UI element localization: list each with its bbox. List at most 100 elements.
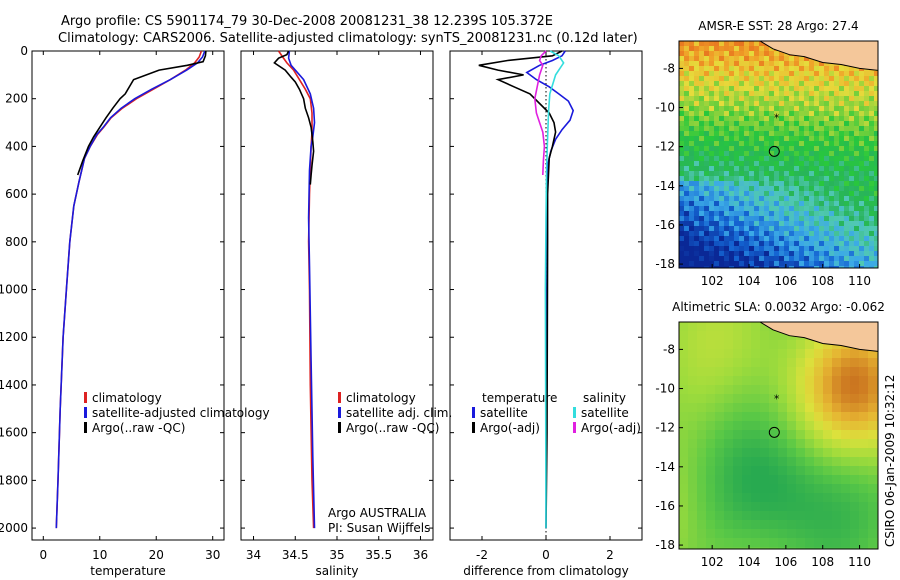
map-cell bbox=[814, 256, 820, 262]
map-cell bbox=[697, 403, 707, 413]
map-cell bbox=[679, 421, 689, 431]
map-cell bbox=[809, 211, 815, 217]
map-cell bbox=[774, 211, 780, 217]
map-cell bbox=[679, 101, 685, 107]
map-cell bbox=[804, 61, 810, 67]
map-cell bbox=[719, 76, 725, 82]
map-cell bbox=[769, 131, 775, 137]
map-cell bbox=[774, 266, 780, 268]
map-cell bbox=[814, 131, 820, 137]
map-cell bbox=[714, 261, 720, 267]
map-cell bbox=[874, 96, 878, 102]
map-cell bbox=[734, 256, 740, 262]
map-cell bbox=[764, 151, 770, 157]
map-cell bbox=[739, 91, 745, 97]
map-cell bbox=[769, 484, 779, 494]
map-cell bbox=[849, 251, 855, 257]
map-cell bbox=[864, 96, 870, 102]
map-cell bbox=[824, 206, 830, 212]
map-cell bbox=[719, 216, 725, 222]
map-cell bbox=[796, 439, 806, 449]
map-cell bbox=[809, 226, 815, 232]
map-cell bbox=[749, 246, 755, 252]
map-cell bbox=[694, 206, 700, 212]
map-cell bbox=[751, 484, 761, 494]
map-cell bbox=[699, 96, 705, 102]
map-cell bbox=[764, 141, 770, 147]
map-cell bbox=[832, 430, 842, 440]
map-cell bbox=[739, 161, 745, 167]
map-cell bbox=[864, 206, 870, 212]
map-cell bbox=[749, 186, 755, 192]
map-cell bbox=[769, 111, 775, 117]
map-cell bbox=[805, 466, 815, 476]
map-cell bbox=[729, 71, 735, 77]
map-cell bbox=[694, 166, 700, 172]
map-cell bbox=[809, 71, 815, 77]
map-cell bbox=[679, 403, 689, 413]
map-cell bbox=[684, 76, 690, 82]
map-cell bbox=[794, 131, 800, 137]
map-cell bbox=[764, 66, 770, 72]
map-cell bbox=[729, 121, 735, 127]
map-cell bbox=[869, 106, 875, 112]
map-cell bbox=[733, 547, 743, 549]
map-cell bbox=[789, 151, 795, 157]
map-cell bbox=[784, 231, 790, 237]
map-cell bbox=[724, 101, 730, 107]
x-axis-label: difference from climatology bbox=[463, 564, 629, 578]
map-cell bbox=[778, 421, 788, 431]
map-cell bbox=[694, 101, 700, 107]
map-cell bbox=[729, 126, 735, 132]
map-cell bbox=[684, 61, 690, 67]
map-y-tick-label: -16 bbox=[655, 218, 675, 232]
map-cell bbox=[841, 520, 851, 530]
map-cell bbox=[819, 266, 825, 268]
map-cell bbox=[697, 502, 707, 512]
map-cell bbox=[742, 547, 752, 549]
map-cell bbox=[679, 211, 685, 217]
map-cell bbox=[694, 41, 700, 47]
difference-legend-salinity-item-label: satellite bbox=[581, 406, 629, 420]
map-cell bbox=[684, 41, 690, 47]
map-cell bbox=[804, 171, 810, 177]
map-cell bbox=[779, 96, 785, 102]
map-cell bbox=[769, 251, 775, 257]
map-cell bbox=[760, 493, 770, 503]
map-cell bbox=[734, 241, 740, 247]
map-cell bbox=[679, 457, 689, 467]
map-cell bbox=[850, 367, 860, 377]
map-cell bbox=[709, 196, 715, 202]
map-cell bbox=[714, 231, 720, 237]
map-cell bbox=[749, 231, 755, 237]
map-y-tick-label: -14 bbox=[655, 460, 675, 474]
map-cell bbox=[694, 211, 700, 217]
map-cell bbox=[823, 403, 833, 413]
map-cell bbox=[764, 251, 770, 257]
map-cell bbox=[749, 56, 755, 62]
temperature-legend-item-label: satellite-adjusted climatology bbox=[92, 406, 270, 420]
map-cell bbox=[733, 376, 743, 386]
map-cell bbox=[869, 221, 875, 227]
map-cell bbox=[724, 547, 734, 549]
x-axis-label: salinity bbox=[315, 564, 358, 578]
map-cell bbox=[868, 493, 878, 503]
map-cell bbox=[744, 151, 750, 157]
map-cell bbox=[849, 156, 855, 162]
map-cell bbox=[805, 439, 815, 449]
map-cell bbox=[839, 76, 845, 82]
map-cell bbox=[874, 106, 878, 112]
map-cell bbox=[706, 502, 716, 512]
map-cell bbox=[704, 211, 710, 217]
map-cell bbox=[784, 121, 790, 127]
map-cell bbox=[769, 403, 779, 413]
map-cell bbox=[814, 529, 824, 539]
map-cell bbox=[850, 466, 860, 476]
map-cell bbox=[814, 151, 820, 157]
map-cell bbox=[796, 457, 806, 467]
map-cell bbox=[849, 126, 855, 132]
map-cell bbox=[754, 101, 760, 107]
map-cell bbox=[819, 146, 825, 152]
map-cell bbox=[679, 246, 685, 252]
map-cell bbox=[859, 216, 865, 222]
